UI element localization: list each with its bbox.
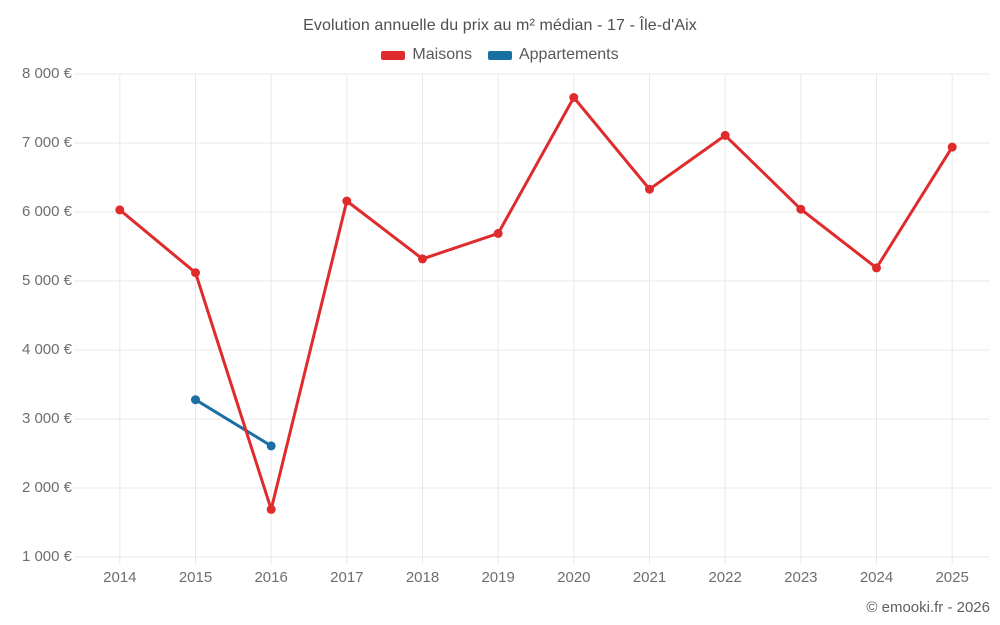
data-point-maisons-2021[interactable] [645, 184, 654, 194]
x-axis-tick-label: 2019 [481, 569, 515, 586]
y-axis-tick-label: 3 000 € [21, 410, 72, 427]
data-point-maisons-2024[interactable] [872, 263, 881, 273]
legend-label-appartements: Appartements [518, 46, 619, 63]
legend-item-maisons[interactable]: Maisons [381, 46, 472, 64]
x-axis-tick-label: 2020 [557, 569, 591, 586]
series-line-appartements [194, 398, 273, 448]
x-axis-tick-label: 2014 [103, 569, 137, 586]
x-axis-tick-label: 2021 [632, 569, 667, 586]
y-axis-tick-label: 1 000 € [21, 548, 72, 565]
data-point-maisons-2023[interactable] [796, 204, 806, 214]
data-point-maisons-2017[interactable] [342, 196, 352, 206]
chart-legend: Maisons Appartements [0, 45, 1000, 65]
y-axis-tick-label: 8 000 € [21, 65, 72, 82]
x-axis-tick-label: 2025 [935, 569, 969, 586]
data-point-maisons-2018[interactable] [418, 254, 427, 264]
data-point-maisons-2022[interactable] [720, 130, 730, 140]
chart-title: Evolution annuelle du prix au m² médian … [303, 17, 697, 34]
x-axis-tick-label: 2023 [784, 569, 818, 586]
data-point-maisons-2020[interactable] [569, 93, 579, 102]
data-point-maisons-2019[interactable] [493, 228, 503, 238]
x-axis-tick-label: 2015 [178, 569, 213, 586]
x-axis-tick-label: 2024 [859, 569, 894, 586]
data-point-appartements-2015[interactable] [191, 395, 200, 405]
y-axis-tick-label: 5 000 € [21, 272, 72, 289]
copyright-watermark: © emooki.fr - 2026 [866, 599, 990, 616]
legend-item-appartements[interactable]: Appartements [487, 46, 619, 64]
maisons-series-swatch-icon [381, 50, 406, 60]
y-axis-tick-label: 4 000 € [21, 341, 72, 358]
data-point-maisons-2025[interactable] [947, 142, 957, 152]
y-axis-tick-label: 2 000 € [21, 479, 72, 496]
data-point-appartements-2016[interactable] [266, 441, 276, 451]
x-axis-tick-label: 2017 [330, 569, 364, 586]
y-axis-tick-label: 7 000 € [21, 134, 72, 151]
series-line-maisons [118, 96, 954, 511]
x-axis-tick-label: 2016 [254, 569, 288, 586]
y-axis-tick-label: 6 000 € [21, 203, 72, 220]
appartements-series-swatch-icon [487, 50, 512, 60]
x-axis-tick-label: 2018 [405, 569, 440, 586]
legend-label-maisons: Maisons [412, 46, 472, 63]
x-axis-tick-label: 2022 [708, 569, 742, 586]
data-point-maisons-2016[interactable] [266, 504, 276, 514]
data-point-maisons-2014[interactable] [115, 205, 125, 215]
data-point-maisons-2015[interactable] [191, 268, 200, 278]
